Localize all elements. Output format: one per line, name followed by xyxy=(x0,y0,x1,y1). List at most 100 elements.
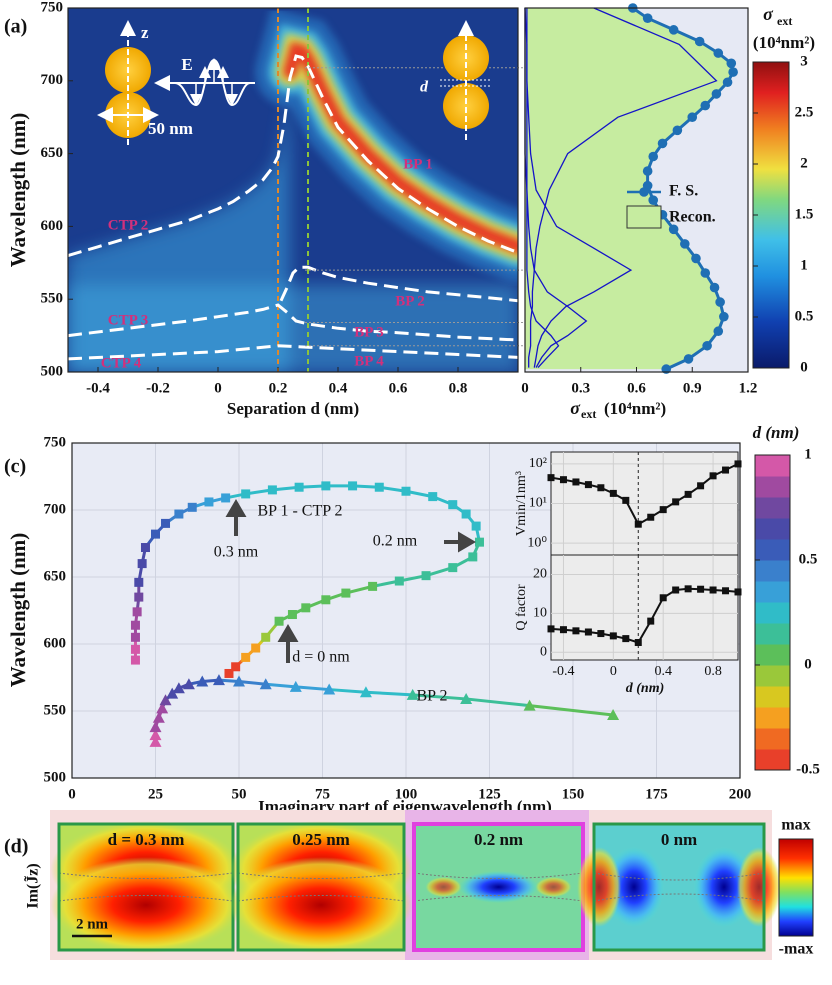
x-axis-label: Separation d (nm) xyxy=(227,399,359,418)
colorbar-band xyxy=(755,455,790,477)
y-tick-label: 500 xyxy=(44,769,67,785)
plot-frame xyxy=(67,7,519,373)
field-lobe xyxy=(737,847,781,927)
y-axis-label: Wavelength (nm) xyxy=(6,533,30,688)
square-marker xyxy=(151,529,160,539)
inset-marker xyxy=(559,626,567,634)
point xyxy=(680,239,690,249)
field-lobe xyxy=(694,847,754,927)
area xyxy=(525,8,734,370)
point xyxy=(728,67,738,77)
square-marker xyxy=(374,482,384,492)
square-marker xyxy=(448,563,458,573)
point xyxy=(683,354,694,364)
square-marker xyxy=(137,559,147,569)
inset-marker xyxy=(584,481,592,489)
component-line xyxy=(528,7,718,368)
triangle-marker xyxy=(182,678,195,690)
y-tick-label: 550 xyxy=(41,291,64,307)
x-tick-label: 0.4 xyxy=(329,380,348,396)
triangle-marker xyxy=(460,692,473,704)
inset-marker xyxy=(572,478,580,486)
annotation-arrow xyxy=(444,531,476,553)
colorbar-title: σ xyxy=(763,4,774,24)
nanoparticle xyxy=(443,83,489,129)
field-frame xyxy=(236,822,406,952)
point xyxy=(715,297,725,307)
x-tick-label: 0 xyxy=(214,380,222,396)
square-marker xyxy=(161,518,171,528)
mode-curve xyxy=(279,265,518,303)
colorbar-tick-label: 0.5 xyxy=(795,308,814,324)
point xyxy=(642,166,653,176)
field-label: 0 nm xyxy=(661,830,697,849)
point xyxy=(713,48,724,58)
inset-marker xyxy=(597,484,605,492)
legend-swatch xyxy=(626,205,662,229)
square-marker xyxy=(224,668,234,678)
inset-x-tick-label: -0.4 xyxy=(552,664,574,679)
inset-line xyxy=(550,587,739,644)
colorbar-band xyxy=(755,560,790,582)
colorbar-band xyxy=(755,476,790,498)
y-tick-label: 550 xyxy=(44,702,67,718)
field-lobe xyxy=(535,877,572,897)
point xyxy=(657,138,668,149)
colorbar-tick-label: 1.5 xyxy=(795,206,814,222)
colorbar-tick-label: 0 xyxy=(804,656,812,672)
particle-edge xyxy=(58,872,234,879)
square-marker xyxy=(474,537,484,547)
x-tick-label: 25 xyxy=(148,786,163,802)
square-marker xyxy=(130,644,140,654)
colorbar-title: d (nm) xyxy=(753,423,800,442)
field-lobe xyxy=(425,877,462,897)
square-marker xyxy=(134,577,144,587)
square-marker xyxy=(321,595,331,605)
annotation: d = 0 nm xyxy=(292,649,350,666)
series-label: BP 1 - CTP 2 xyxy=(257,503,342,520)
particle-edge xyxy=(593,872,765,881)
mode-label: CTP 4 xyxy=(101,355,142,371)
annotation-arrow xyxy=(277,624,299,663)
square-marker xyxy=(341,588,351,598)
square-marker xyxy=(231,662,241,672)
inset-background xyxy=(550,554,739,661)
inset-marker xyxy=(622,496,630,504)
inset-label: E xyxy=(181,55,192,74)
square-marker xyxy=(267,485,277,495)
inset-line xyxy=(550,463,739,526)
point xyxy=(687,112,698,122)
point xyxy=(726,58,737,69)
component-line xyxy=(524,7,588,368)
colorbar xyxy=(752,61,790,369)
y-axis-label: Im(J̃z) xyxy=(22,863,41,908)
field-glow xyxy=(68,284,518,372)
x-axis-label: σ xyxy=(570,398,581,418)
x-tick-label: -0.4 xyxy=(86,380,110,396)
x-tick-label: 150 xyxy=(562,786,585,802)
connector xyxy=(364,690,415,697)
triangle-marker xyxy=(259,678,272,690)
legend-label: F. S. xyxy=(669,183,698,200)
inset-marker xyxy=(672,498,680,506)
triangle-marker xyxy=(149,721,162,733)
square-marker xyxy=(394,576,404,586)
x-tick-label: 0 xyxy=(68,786,76,802)
inset-marker xyxy=(559,476,567,484)
square-marker xyxy=(261,632,271,642)
point xyxy=(691,253,701,264)
panel-tag: (d) xyxy=(4,836,28,858)
inset-x-label: d (nm) xyxy=(626,681,665,696)
heatmap-layer xyxy=(68,8,518,372)
particle-edge xyxy=(58,895,234,902)
inset-label: z xyxy=(141,23,149,42)
x-tick-label: 0.6 xyxy=(627,380,646,396)
connector xyxy=(327,688,368,694)
triangle-marker xyxy=(233,675,245,687)
field-label: 0.2 nm xyxy=(474,830,523,849)
mode-label: CTP 3 xyxy=(108,312,148,328)
square-marker xyxy=(204,497,214,507)
square-marker xyxy=(251,643,261,653)
inset-marker xyxy=(584,628,592,636)
